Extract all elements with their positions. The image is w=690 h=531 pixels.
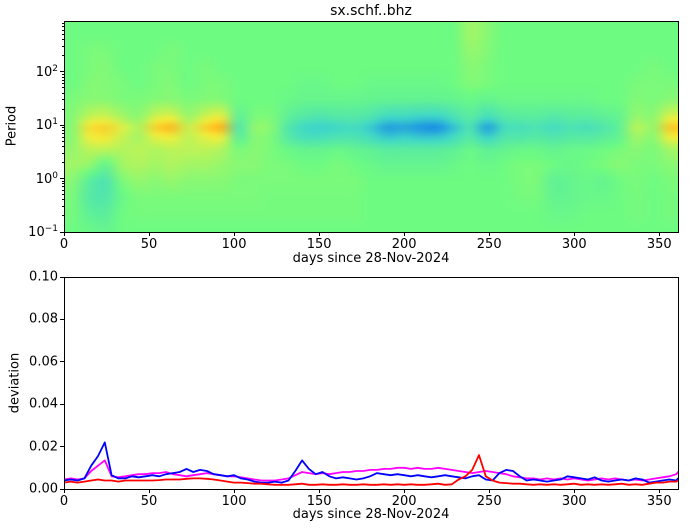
x-tick-label: 250 xyxy=(476,237,502,252)
x-tick-label: 50 xyxy=(140,237,158,252)
y-minor-tick-mark xyxy=(62,87,64,89)
y-tick-label: 0.04 xyxy=(29,396,58,412)
x-tick-mark xyxy=(233,489,235,493)
y-minor-tick-mark xyxy=(62,162,64,164)
deviation-ylabel: deviation xyxy=(7,352,23,414)
y-minor-tick-mark xyxy=(62,186,64,188)
y-tick-label: 0.02 xyxy=(29,439,58,455)
y-minor-tick-mark xyxy=(62,29,64,31)
y-minor-tick-mark xyxy=(62,83,64,85)
y-minor-tick-mark xyxy=(62,45,64,47)
heatmap-ylabel: Period xyxy=(4,105,20,147)
x-tick-label: 250 xyxy=(476,494,502,509)
y-tick-label: 0.00 xyxy=(29,481,58,497)
deviation-svg xyxy=(64,441,678,486)
y-minor-tick-mark xyxy=(62,206,64,208)
y-minor-tick-mark xyxy=(62,146,64,147)
x-tick-label: 350 xyxy=(646,494,672,509)
y-minor-tick-mark xyxy=(62,34,64,36)
y-minor-tick-mark xyxy=(62,108,64,110)
x-tick-label: 50 xyxy=(140,494,158,509)
x-tick-mark xyxy=(403,232,405,236)
y-tick-mark xyxy=(60,124,64,126)
y-tick-label: 10−1 xyxy=(28,223,58,241)
y-minor-tick-mark xyxy=(62,129,64,131)
y-minor-tick-mark xyxy=(62,215,64,217)
y-minor-tick-mark xyxy=(62,73,64,75)
x-tick-mark xyxy=(148,489,150,493)
y-minor-tick-mark xyxy=(62,136,64,138)
x-tick-mark xyxy=(658,232,660,236)
y-tick-label: 102 xyxy=(35,63,58,81)
x-tick-mark xyxy=(318,489,320,493)
deviation-xlabel: days since 28-Nov-2024 xyxy=(292,507,450,522)
y-tick-mark xyxy=(60,231,64,233)
y-tick-mark xyxy=(60,446,64,448)
x-tick-label: 100 xyxy=(221,494,247,509)
x-tick-mark xyxy=(63,489,65,493)
heatmap-xlabel: days since 28-Nov-2024 xyxy=(292,251,450,266)
y-tick-mark xyxy=(60,71,64,73)
x-tick-mark xyxy=(573,232,575,236)
y-minor-tick-mark xyxy=(62,140,64,142)
y-minor-tick-mark xyxy=(62,127,64,129)
x-tick-label: 0 xyxy=(59,237,69,252)
blue-line xyxy=(64,441,678,484)
x-tick-mark xyxy=(403,489,405,493)
x-tick-mark xyxy=(488,232,490,236)
x-tick-label: 300 xyxy=(561,494,587,509)
x-tick-label: 150 xyxy=(306,494,332,509)
y-minor-tick-mark xyxy=(62,180,64,182)
y-tick-mark xyxy=(60,361,64,363)
y-tick-label: 101 xyxy=(35,117,58,134)
y-minor-tick-mark xyxy=(62,99,64,101)
y-tick-exponent: 2 xyxy=(52,63,58,74)
x-tick-mark xyxy=(63,232,65,236)
y-minor-tick-mark xyxy=(62,189,64,191)
y-tick-mark xyxy=(60,488,64,490)
x-tick-label: 0 xyxy=(59,494,69,509)
x-tick-mark xyxy=(318,232,320,236)
y-minor-tick-mark xyxy=(62,199,64,201)
y-tick-label: 0.10 xyxy=(29,269,58,285)
y-minor-tick-mark xyxy=(62,23,64,25)
y-minor-tick-mark xyxy=(62,79,64,81)
x-tick-label: 200 xyxy=(391,237,417,252)
heatmap-canvas xyxy=(64,21,678,232)
x-tick-label: 150 xyxy=(306,237,332,252)
y-tick-mark xyxy=(60,318,64,320)
y-tick-label: 0.06 xyxy=(29,354,58,370)
y-minor-tick-mark xyxy=(62,194,64,196)
y-tick-label: 100 xyxy=(35,170,58,187)
y-tick-mark xyxy=(60,276,64,278)
x-tick-mark xyxy=(233,232,235,236)
y-tick-exponent: −1 xyxy=(44,223,58,234)
x-tick-label: 350 xyxy=(646,237,672,252)
x-tick-mark xyxy=(658,489,660,493)
x-tick-mark xyxy=(148,232,150,236)
y-minor-tick-mark xyxy=(62,76,64,78)
x-tick-mark xyxy=(573,489,575,493)
y-minor-tick-mark xyxy=(62,133,64,135)
y-tick-label: 0.08 xyxy=(29,311,58,327)
x-tick-label: 100 xyxy=(221,237,247,252)
x-tick-label: 200 xyxy=(391,494,417,509)
red-line xyxy=(64,454,678,486)
y-tick-exponent: 1 xyxy=(52,117,58,128)
x-tick-label: 300 xyxy=(561,237,587,252)
y-tick-exponent: 0 xyxy=(52,170,58,181)
y-tick-mark xyxy=(60,178,64,180)
y-minor-tick-mark xyxy=(62,92,64,94)
chart-title: sx.schf..bhz xyxy=(330,3,412,19)
y-minor-tick-mark xyxy=(62,183,64,185)
magenta-line xyxy=(64,459,678,482)
x-tick-mark xyxy=(488,489,490,493)
y-tick-mark xyxy=(60,403,64,405)
y-minor-tick-mark xyxy=(62,152,64,154)
y-minor-tick-mark xyxy=(62,55,64,57)
y-minor-tick-mark xyxy=(62,39,64,41)
y-minor-tick-mark xyxy=(62,26,64,28)
